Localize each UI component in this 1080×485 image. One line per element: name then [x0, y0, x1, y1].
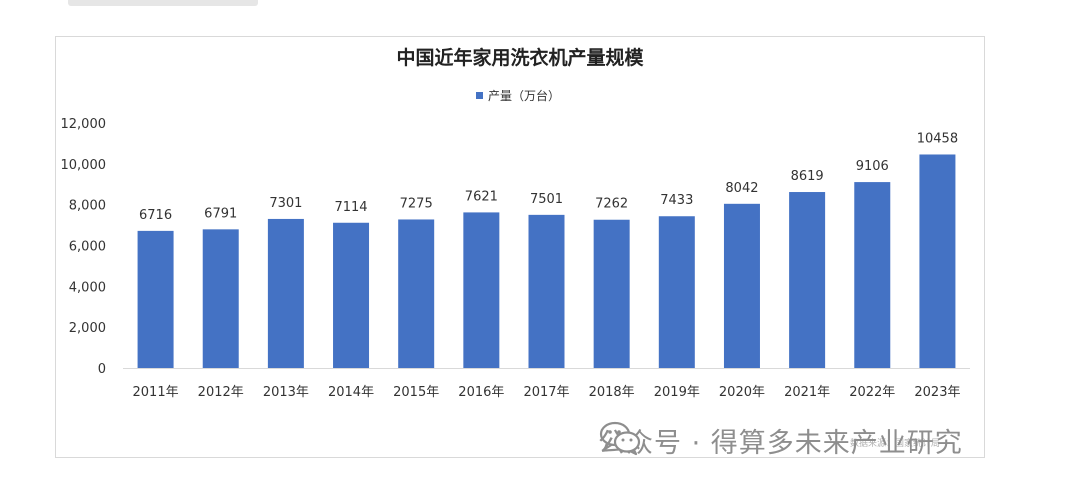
x-tick-label: 2022年	[849, 385, 895, 400]
legend-label: 产量（万台）	[488, 88, 560, 103]
x-tick-label: 2012年	[198, 385, 244, 400]
chart-title: 中国近年家用洗衣机产量规模	[396, 46, 644, 69]
data-label: 7275	[400, 196, 433, 211]
watermark: 公众号 · 得算多未来产业研究	[598, 420, 963, 460]
bar	[463, 212, 500, 368]
y-tick-label: 10,000	[61, 158, 107, 173]
data-label: 7501	[530, 192, 563, 207]
y-tick-label: 6,000	[69, 240, 106, 255]
x-tick-label: 2017年	[523, 385, 569, 400]
x-tick-label: 2018年	[589, 385, 635, 400]
bar	[202, 229, 239, 368]
data-label: 9106	[856, 159, 889, 174]
x-tick-label: 2014年	[328, 385, 374, 400]
x-tick-label: 2016年	[458, 385, 504, 400]
data-label: 7433	[660, 193, 693, 208]
data-label: 8042	[725, 181, 758, 196]
data-label: 8619	[791, 169, 824, 184]
source-note: 数据来源：国家统计局	[850, 437, 940, 449]
x-tick-label: 2021年	[784, 385, 830, 400]
x-tick-label: 2013年	[263, 385, 309, 400]
bar	[723, 203, 760, 368]
bar	[789, 192, 826, 368]
data-label: 7262	[595, 197, 628, 212]
wechat-icon	[599, 421, 641, 456]
data-label: 6716	[139, 208, 172, 223]
x-tick-label: 2015年	[393, 385, 439, 400]
watermark-text: 公众号 · 得算多未来产业研究	[598, 427, 963, 459]
bar	[854, 182, 891, 368]
y-tick-label: 4,000	[69, 280, 106, 295]
bar	[137, 230, 174, 368]
top-cropped-fragment	[68, 0, 258, 6]
y-tick-label: 12,000	[61, 117, 107, 132]
data-label: 7301	[269, 196, 302, 211]
data-label: 6791	[204, 206, 237, 221]
x-tick-label: 2023年	[914, 385, 960, 400]
y-tick-label: 8,000	[69, 199, 106, 214]
bar	[333, 222, 370, 368]
data-label: 10458	[917, 131, 958, 146]
bar	[593, 219, 630, 368]
bar	[398, 219, 435, 368]
bar	[919, 154, 956, 368]
x-tick-label: 2020年	[719, 385, 765, 400]
data-label: 7621	[465, 189, 498, 204]
data-label: 7114	[334, 200, 367, 215]
y-tick-label: 0	[98, 362, 106, 377]
bar	[658, 216, 695, 368]
legend-swatch	[476, 92, 483, 99]
x-tick-label: 2011年	[133, 385, 179, 400]
bar	[528, 214, 565, 368]
x-tick-label: 2019年	[654, 385, 700, 400]
y-tick-label: 2,000	[69, 321, 106, 336]
bar	[267, 218, 304, 368]
